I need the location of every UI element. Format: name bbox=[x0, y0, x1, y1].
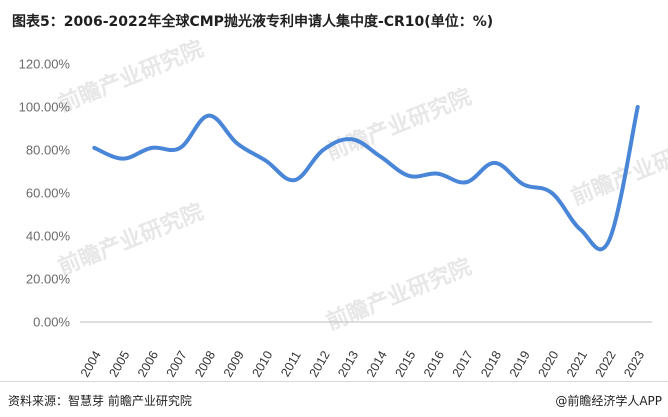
x-tick-label: 2015 bbox=[392, 348, 418, 379]
x-tick-label: 2017 bbox=[450, 348, 476, 379]
footer-divider bbox=[0, 381, 668, 382]
x-tick-label: 2021 bbox=[564, 348, 590, 379]
x-tick-label: 2005 bbox=[106, 348, 132, 379]
watermarks: 前瞻产业研究院 前瞻产业研究院 前瞻产业研究院 前瞻产业研究院 前瞻产业研究院 bbox=[55, 36, 668, 336]
watermark-text: 前瞻产业研究院 bbox=[323, 84, 476, 166]
y-tick-label: 0.00% bbox=[33, 315, 70, 330]
y-tick-label: 20.00% bbox=[26, 272, 71, 287]
x-tick-label: 2010 bbox=[249, 348, 275, 379]
x-axis-ticks: 2004 2005 2006 2007 2008 2009 2010 2011 2012 2013… bbox=[78, 348, 647, 379]
y-tick-label: 120.00% bbox=[19, 57, 71, 72]
x-tick-label: 2004 bbox=[78, 348, 104, 379]
y-tick-label: 60.00% bbox=[26, 186, 71, 201]
source-note: 资料来源：智慧芽 前瞻产业研究院 bbox=[8, 394, 192, 408]
x-tick-label: 2007 bbox=[164, 348, 190, 379]
chart-title: 图表5：2006-2022年全球CMP抛光液专利申请人集中度-CR10(单位：%… bbox=[12, 14, 494, 30]
x-tick-label: 2011 bbox=[278, 349, 304, 379]
x-tick-label: 2016 bbox=[421, 348, 447, 379]
y-tick-label: 80.00% bbox=[26, 143, 71, 158]
watermark-text: 前瞻产业研究院 bbox=[323, 254, 476, 336]
x-tick-label: 2018 bbox=[478, 348, 504, 379]
x-tick-label: 2023 bbox=[621, 348, 647, 379]
x-tick-label: 2008 bbox=[192, 348, 218, 379]
y-tick-label: 100.00% bbox=[19, 100, 71, 115]
x-tick-label: 2022 bbox=[593, 348, 619, 379]
watermark-text: 前瞻产业研究院 bbox=[55, 36, 208, 118]
watermark-text: 前瞻产业研究院 bbox=[568, 129, 668, 211]
y-axis-ticks: 0.00% 20.00% 40.00% 60.00% 80.00% 100.00% 120.… bbox=[19, 57, 71, 330]
x-tick-label: 2019 bbox=[507, 348, 533, 379]
brand-label: @前瞻经济学人APP bbox=[555, 394, 662, 408]
x-tick-label: 2020 bbox=[535, 348, 561, 379]
x-tick-label: 2013 bbox=[335, 348, 361, 379]
y-tick-label: 40.00% bbox=[26, 229, 71, 244]
series-line bbox=[92, 105, 640, 252]
x-tick-label: 2006 bbox=[135, 348, 161, 379]
watermark-text: 前瞻产业研究院 bbox=[55, 199, 208, 281]
x-tick-label: 2012 bbox=[307, 348, 333, 379]
x-tick-label: 2009 bbox=[221, 348, 247, 379]
x-tick-label: 2014 bbox=[364, 348, 390, 379]
